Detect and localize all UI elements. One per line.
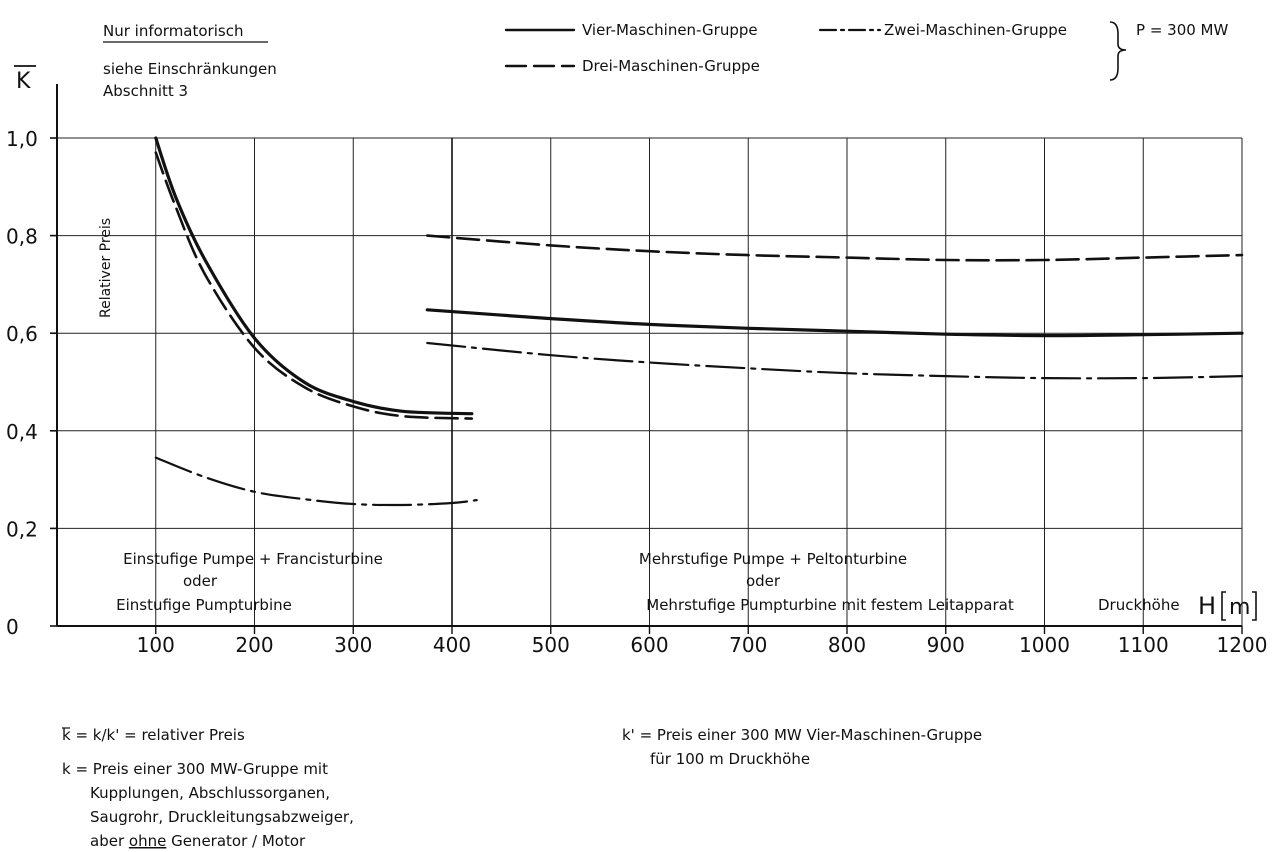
series-line-dashed-1 xyxy=(154,151,474,420)
x-tick-label-1100: 1100 xyxy=(1118,633,1169,657)
footnote-k-line-4-post: Generator / Motor xyxy=(166,832,306,850)
region-right-line-2: oder xyxy=(746,572,781,590)
x-tick-label-700: 700 xyxy=(729,633,767,657)
axes xyxy=(50,84,1243,634)
footnote-kprime-line-1: k' = Preis einer 300 MW Vier-Maschinen-G… xyxy=(622,726,982,744)
x-tick-label-400: 400 xyxy=(433,633,471,657)
note-line-2: Abschnitt 3 xyxy=(103,82,188,100)
series-line-dashed-4 xyxy=(426,234,1244,262)
y-axis-symbol: K xyxy=(16,69,31,94)
footnote-kbar: k = k/k' = relativer Preis xyxy=(62,726,245,744)
footnote-k-line-4: aber ohne Generator / Motor xyxy=(90,832,306,850)
x-tick-label-800: 800 xyxy=(828,633,866,657)
y-axis-label: Relativer Preis xyxy=(98,218,114,318)
x-tick-label-1200: 1200 xyxy=(1217,633,1268,657)
legend: Vier-Maschinen-Gruppe Zwei-Maschinen-Gru… xyxy=(504,21,1228,81)
series-line-dashdot-5 xyxy=(426,341,1244,380)
x-tick-label-600: 600 xyxy=(630,633,668,657)
x-unit-bracket-open xyxy=(1221,591,1226,621)
y-tick-label-1: 0,2 xyxy=(6,517,38,541)
x-tick-label-1000: 1000 xyxy=(1019,633,1070,657)
x-tick-label-200: 200 xyxy=(235,633,273,657)
y-tick-label-2: 0,4 xyxy=(6,420,38,444)
legend-label-drei: Drei-Maschinen-Gruppe xyxy=(582,57,760,75)
x-axis-label: Druckhöhe xyxy=(1098,596,1180,614)
grid xyxy=(57,137,1243,626)
y-tick-label-3: 0,6 xyxy=(6,322,38,346)
legend-label-vier: Vier-Maschinen-Gruppe xyxy=(582,21,758,39)
note-title: Nur informatorisch xyxy=(103,22,243,40)
x-tick-label-100: 100 xyxy=(137,633,175,657)
x-axis-unit: m xyxy=(1229,595,1250,620)
series-line-solid-3 xyxy=(425,308,1244,338)
region-left-line-2: oder xyxy=(183,572,218,590)
region-right-line-1: Mehrstufige Pumpe + Peltonturbine xyxy=(639,550,907,568)
footnote-kprime-line-2: für 100 m Druckhöhe xyxy=(650,750,810,768)
legend-brace xyxy=(1109,21,1127,81)
footnote-k-line-4-ohne: ohne xyxy=(129,832,166,850)
region-left-line-3: Einstufige Pumpturbine xyxy=(116,596,292,614)
y-tick-label-0: 0 xyxy=(6,615,19,639)
footnote-k-line-2: Kupplungen, Abschlussorganen, xyxy=(90,784,330,802)
x-unit-bracket-close xyxy=(1252,591,1257,621)
x-tick-label-500: 500 xyxy=(532,633,570,657)
series xyxy=(154,136,1244,507)
footnote-k-line-3: Saugrohr, Druckleitungsabzweiger, xyxy=(90,808,354,826)
y-tick-label-5: 1,0 xyxy=(6,127,38,151)
region-right-line-3: Mehrstufige Pumpturbine mit festem Leita… xyxy=(646,596,1014,614)
footnote-k-line-1: k = Preis einer 300 MW-Gruppe mit xyxy=(62,760,328,778)
y-tick-label-4: 0,8 xyxy=(6,225,38,249)
footnote-k-line-4-pre: aber xyxy=(90,832,129,850)
power-label: P = 300 MW xyxy=(1136,21,1228,39)
tick-labels: 100 200 300 400 500 600 700 800 900 1000 1100 1200 0… xyxy=(6,127,1267,657)
series-line-solid-0 xyxy=(154,136,474,416)
legend-label-zwei: Zwei-Maschinen-Gruppe xyxy=(884,21,1067,39)
region-left-line-1: Einstufige Pumpe + Francisturbine xyxy=(123,550,383,568)
x-tick-label-300: 300 xyxy=(334,633,372,657)
x-axis-symbol: H xyxy=(1198,592,1216,620)
series-line-dashdot-2 xyxy=(154,456,478,507)
x-tick-label-900: 900 xyxy=(927,633,965,657)
note-line-1: siehe Einschränkungen xyxy=(103,60,277,78)
